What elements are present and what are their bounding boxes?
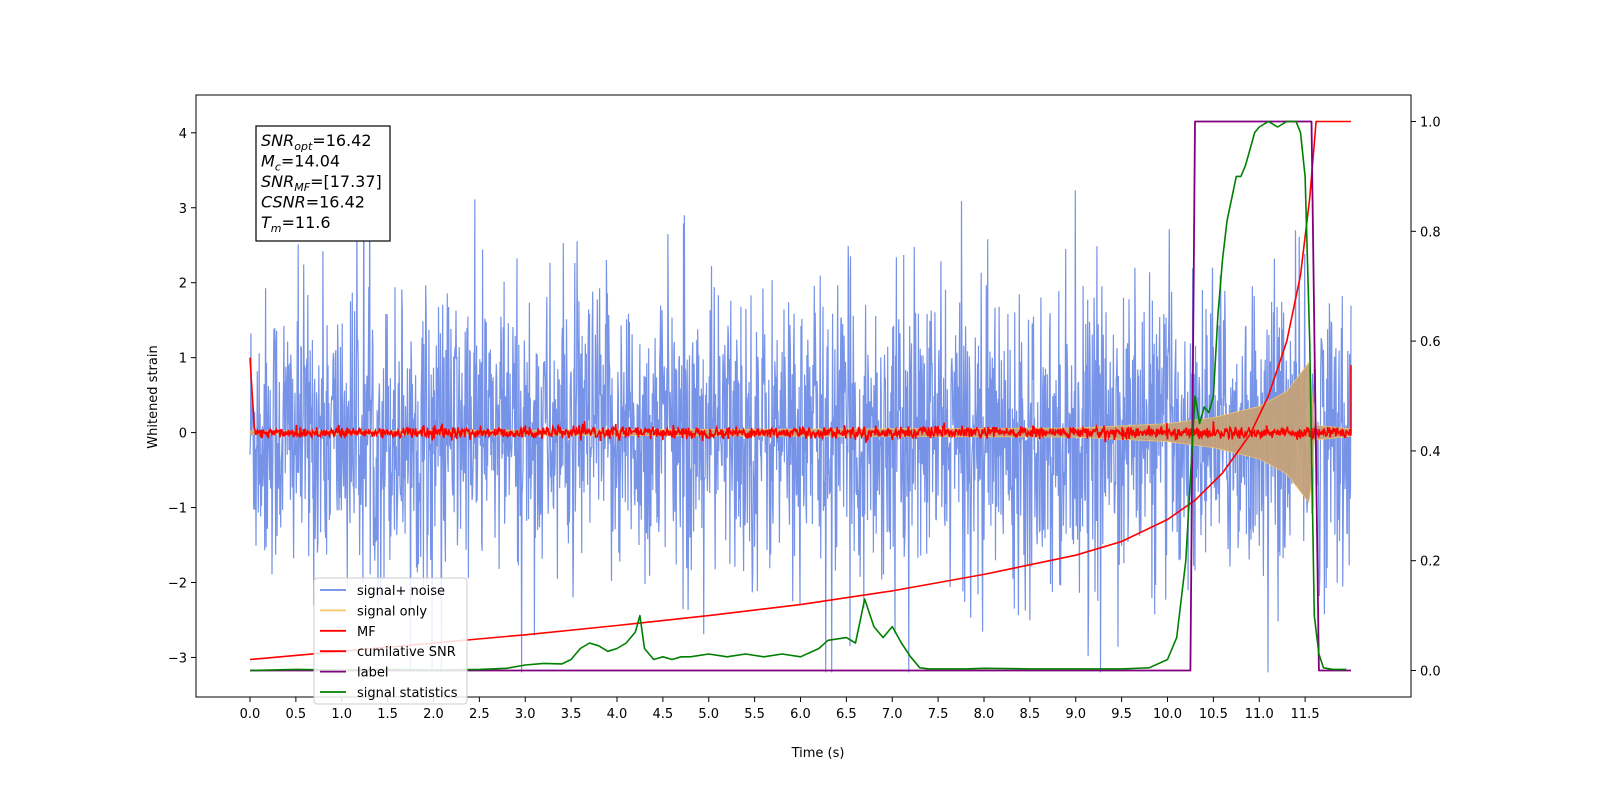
annotation-line: Tm=11.6 <box>261 213 331 235</box>
x-tick-label: 3.5 <box>561 707 582 722</box>
annotation-line: SNRopt=16.42 <box>261 131 372 153</box>
x-tick-label: 1.0 <box>331 707 352 722</box>
y-right-tick-label: 1.0 <box>1420 116 1441 131</box>
x-tick-label: 2.5 <box>469 707 490 722</box>
x-tick-label: 5.5 <box>744 707 765 722</box>
y-axis-label: Whitened strain <box>146 345 161 448</box>
y-left-tick-label: 0 <box>179 427 187 442</box>
x-tick-label: 11.5 <box>1291 707 1320 722</box>
annotation-line: CSNR=16.42 <box>261 193 365 212</box>
annotation-line: Mc=14.04 <box>261 152 340 174</box>
x-tick-label: 6.5 <box>836 707 857 722</box>
x-tick-label: 7.5 <box>928 707 949 722</box>
series-signal-noise-line <box>249 162 1352 673</box>
x-tick-label: 8.5 <box>1020 707 1041 722</box>
x-axis-label: Time (s) <box>791 746 845 761</box>
y-left-tick-label: −2 <box>168 577 187 592</box>
x-tick-label: 1.5 <box>377 707 398 722</box>
annotation-frame <box>255 125 391 242</box>
legend-entry-label: label <box>357 666 388 681</box>
y-left-tick-label: 2 <box>179 277 187 292</box>
legend-entry-label: cumilative SNR <box>357 645 456 660</box>
y-right-tick-label: 0.0 <box>1420 665 1441 680</box>
x-tick-label: 0.5 <box>286 707 307 722</box>
plot-frame <box>195 94 1412 698</box>
plot-area <box>249 120 1352 673</box>
x-tick-label: 5.0 <box>698 707 719 722</box>
stats-annotation-box: SNRopt=16.42Mc=14.04SNRMF=[17.37]CSNR=16… <box>255 125 391 242</box>
x-tick-label: 7.0 <box>882 707 903 722</box>
legend-entry-label: signal statistics <box>357 686 458 701</box>
y-right-tick-label: 0.4 <box>1420 445 1441 460</box>
axes: 0.0 0.5 1.0 1.5 2.0 2.5 3.0 3.5 4.0 4.5 5.0 5.5 6.0 6… <box>168 94 1441 722</box>
x-tick-label: 8.0 <box>974 707 995 722</box>
x-tick-label: 0.0 <box>240 707 261 722</box>
series-label-line <box>250 120 1351 672</box>
y-left-tick-label: 4 <box>179 127 187 142</box>
y-left-tick-label: 1 <box>179 352 187 367</box>
legend-frame <box>313 577 468 705</box>
y-right-tick-label: 0.6 <box>1420 335 1441 350</box>
x-tick-label: 4.5 <box>653 707 674 722</box>
series-signal-statistics-line <box>249 120 1347 672</box>
series-cumulative-snr-line <box>249 120 1351 661</box>
x-tick-label: 6.0 <box>790 707 811 722</box>
y-left-tick-label: −3 <box>168 651 187 666</box>
series-mf-line <box>249 357 1352 443</box>
y-left-tick-label: −1 <box>168 502 187 517</box>
legend-entry-label: signal only <box>357 604 427 619</box>
x-tick-label: 10.5 <box>1199 707 1228 722</box>
y-right-tick-label: 0.8 <box>1420 225 1441 240</box>
x-tick-label: 9.5 <box>1111 707 1132 722</box>
legend: signal+ noise signal only MF cumilative SNR… <box>313 577 468 705</box>
annotation-line: SNRMF=[17.37] <box>261 172 382 194</box>
x-tick-label: 3.0 <box>515 707 536 722</box>
x-tick-label: 11.0 <box>1245 707 1274 722</box>
y-right-tick-label: 0.2 <box>1420 555 1441 570</box>
x-tick-label: 9.0 <box>1065 707 1086 722</box>
x-tick-label: 2.0 <box>423 707 444 722</box>
x-tick-label: 4.0 <box>607 707 628 722</box>
y-left-tick-label: 3 <box>179 202 187 217</box>
x-tick-label: 10.0 <box>1153 707 1182 722</box>
legend-entry-label: signal+ noise <box>357 584 445 599</box>
legend-entry-label: MF <box>357 625 376 640</box>
